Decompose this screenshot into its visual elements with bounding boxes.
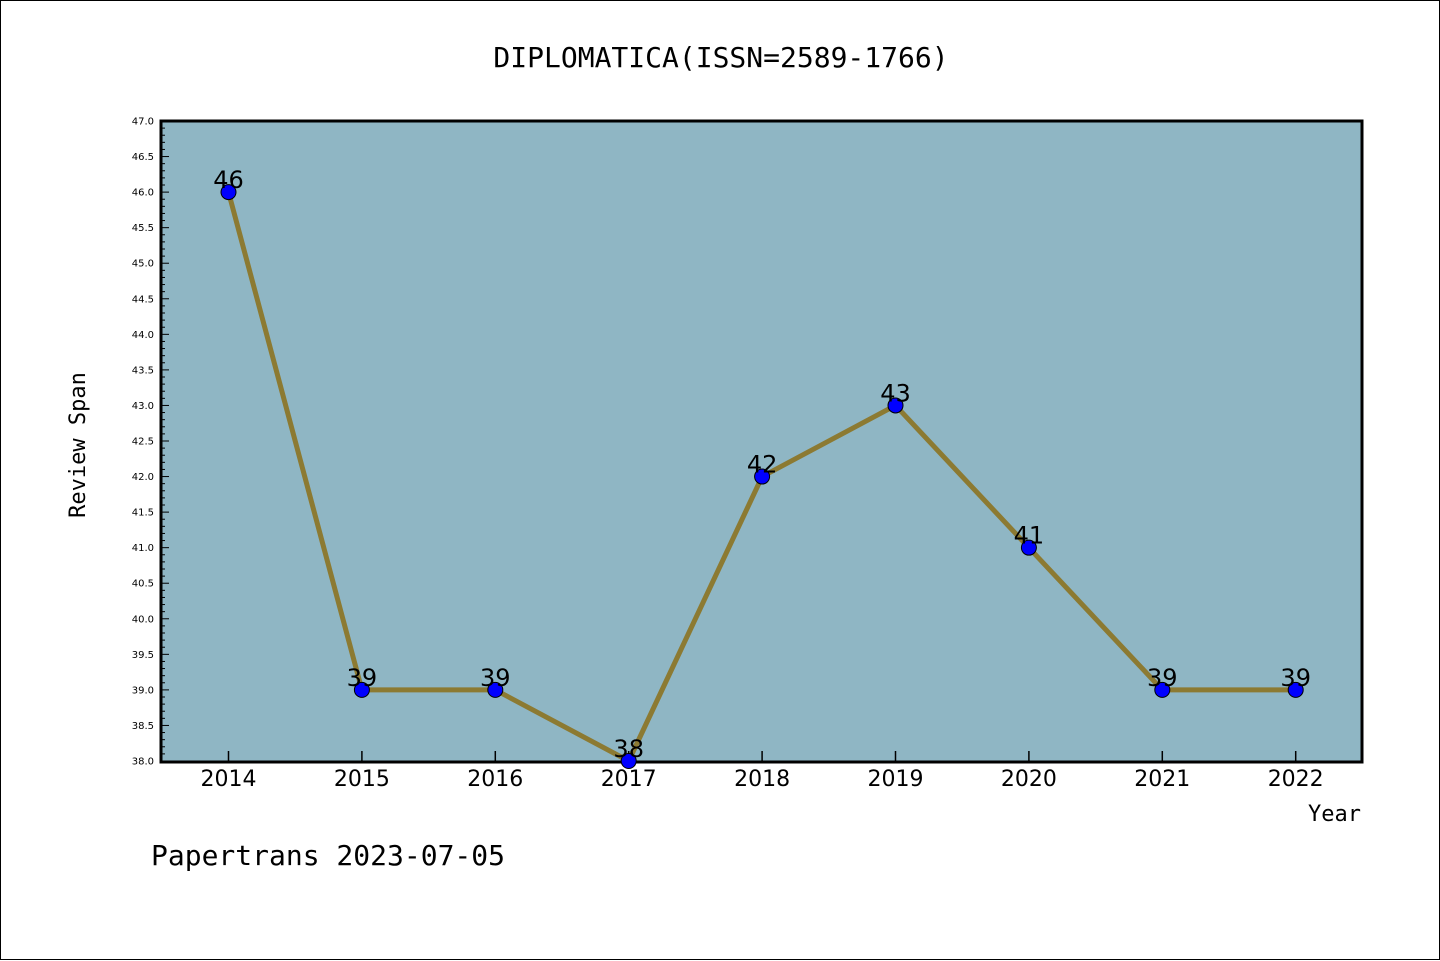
x-tick-label: 2015 [334, 767, 390, 792]
x-axis-ticks [227, 751, 1297, 762]
y-tick-label: 43.0 [132, 401, 154, 412]
data-label: 42 [747, 451, 778, 479]
x-tick-label: 2019 [868, 767, 924, 792]
y-tick-label: 40.5 [132, 579, 154, 590]
y-tick-label: 38.0 [132, 757, 154, 768]
y-tick-label: 46.5 [132, 152, 154, 163]
data-point [487, 681, 504, 698]
y-tick-label: 38.5 [132, 721, 154, 732]
y-tick-label: 39.0 [132, 685, 154, 696]
chart-title: DIPLOMATICA(ISSN=2589-1766) [493, 41, 948, 74]
data-label: 39 [480, 664, 511, 692]
y-tick-label: 40.0 [132, 614, 154, 625]
data-point [887, 397, 904, 414]
data-point [1287, 681, 1304, 698]
data-label: 39 [347, 664, 378, 692]
y-tick-label: 45.0 [132, 259, 154, 270]
x-tick-label: 2017 [601, 767, 657, 792]
data-labels: 46 39 39 38 42 43 41 39 39 [213, 166, 1311, 763]
y-axis-tick-labels: 38.0 38.5 39.0 39.5 40.0 40.5 41.0 41.5 42.0 42.5… [132, 117, 154, 768]
x-axis-tick-labels: 2014 2015 2016 2017 2018 2019 2020 2021 2022 [201, 767, 1324, 792]
data-markers [220, 184, 1304, 769]
y-axis-label: Review Span [66, 372, 91, 518]
y-tick-label: 41.5 [132, 508, 154, 519]
x-axis-label: Year [1308, 802, 1361, 827]
x-tick-label: 2021 [1134, 767, 1190, 792]
y-axis-ticks [161, 120, 169, 762]
data-label: 43 [880, 379, 911, 407]
y-tick-label: 42.0 [132, 472, 154, 483]
x-tick-label: 2020 [1001, 767, 1057, 792]
y-tick-label: 46.0 [132, 188, 154, 199]
y-tick-label: 47.0 [132, 117, 154, 128]
data-point [620, 753, 637, 769]
footer-text: Papertrans 2023-07-05 [151, 839, 505, 872]
data-point [353, 681, 370, 698]
y-tick-label: 45.5 [132, 223, 154, 234]
y-tick-label: 41.0 [132, 543, 154, 554]
data-point [220, 184, 237, 201]
y-tick-label: 42.5 [132, 437, 154, 448]
y-tick-label: 44.0 [132, 330, 154, 341]
y-tick-label: 39.5 [132, 650, 154, 661]
x-tick-label: 2022 [1268, 767, 1324, 792]
x-tick-label: 2018 [734, 767, 790, 792]
y-tick-label: 44.5 [132, 294, 154, 305]
data-label: 38 [613, 735, 644, 763]
x-tick-label: 2016 [467, 767, 523, 792]
y-tick-label: 43.5 [132, 365, 154, 376]
data-label: 39 [1280, 664, 1311, 692]
data-point [1020, 539, 1037, 556]
data-label: 46 [213, 166, 244, 194]
x-tick-label: 2014 [201, 767, 257, 792]
plot-area [159, 119, 1364, 764]
data-label: 41 [1014, 522, 1045, 550]
data-label: 39 [1147, 664, 1178, 692]
data-point [754, 468, 771, 485]
data-point [1154, 681, 1171, 698]
